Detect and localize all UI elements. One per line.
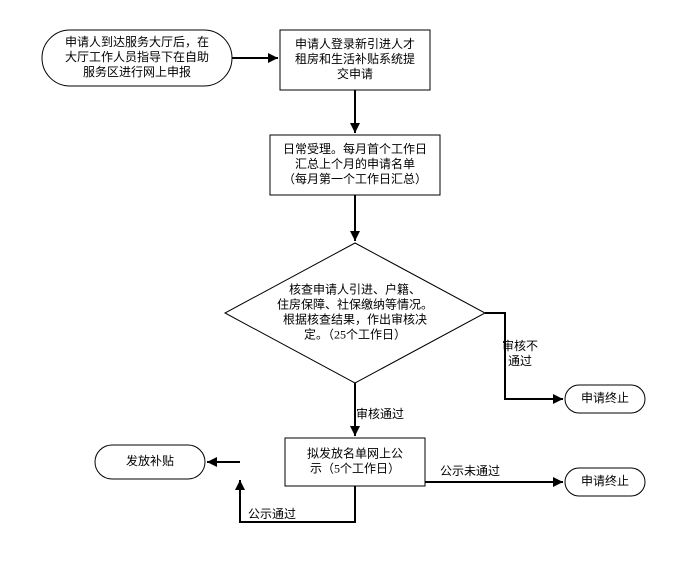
node-review-text: 根据核查结果，作出审核决 xyxy=(283,311,427,326)
node-review-text: 定。（25个工作日） xyxy=(304,326,406,341)
node-daily-text: （每月第一个工作日汇总） xyxy=(283,171,427,186)
node-daily-text: 日常受理。每月首个工作日 xyxy=(283,141,427,156)
node-start-text: 申请人到达服务大厅后，在 xyxy=(65,34,209,49)
node-submit-text: 申请人登录新引进人才 xyxy=(295,36,415,51)
node-start-text: 服务区进行网上申报 xyxy=(83,64,191,79)
edge-label-e4: 审核通过 xyxy=(356,406,404,421)
edge-label-e7: 公示通过 xyxy=(248,507,296,521)
node-submit-text: 交申请 xyxy=(337,66,373,81)
node-publish-text: 示（5个工作日） xyxy=(310,461,400,475)
node-review-text: 住房保障、社保缴纳等情况。 xyxy=(277,296,433,311)
node-publish-text: 拟发放名单网上公 xyxy=(307,445,403,460)
node-review-text: 核查申请人引进、户籍、 xyxy=(289,281,421,296)
edge-label-e5: 审核不 xyxy=(502,338,538,353)
edge-label-e6: 公示未通过 xyxy=(440,464,500,478)
node-submit-text: 租房和生活补贴系统提 xyxy=(295,51,415,66)
flowchart: 申请人到达服务大厅后，在大厅工作人员指导下在自助服务区进行网上申报 申请人登录新引… xyxy=(0,0,681,578)
node-end1-text: 申请终止 xyxy=(581,390,629,405)
node-end2-text: 申请终止 xyxy=(581,473,629,488)
edge-label-e5: 通过 xyxy=(508,354,532,368)
node-daily-text: 汇总上个月的申请名单 xyxy=(295,156,415,171)
node-start-text: 大厅工作人员指导下在自助 xyxy=(65,49,209,64)
node-grant-text: 发放补贴 xyxy=(126,453,174,468)
